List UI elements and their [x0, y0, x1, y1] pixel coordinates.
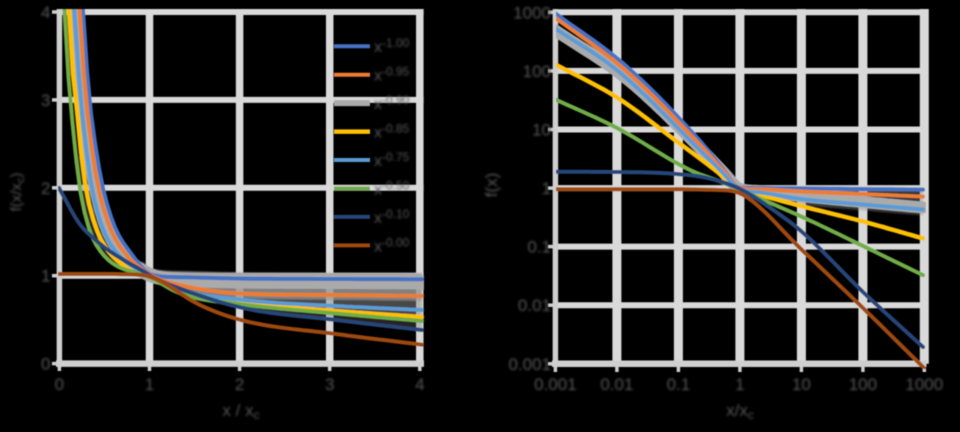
- svg-text:0.001: 0.001: [508, 355, 551, 374]
- svg-text:1: 1: [542, 179, 551, 198]
- svg-text:3: 3: [325, 375, 334, 394]
- svg-text:3: 3: [41, 91, 50, 110]
- svg-text:4: 4: [415, 375, 424, 394]
- svg-text:10: 10: [532, 121, 551, 140]
- svg-text:100: 100: [523, 62, 551, 81]
- svg-text:f(x): f(x): [482, 173, 501, 198]
- svg-text:1: 1: [735, 375, 744, 394]
- svg-text:0.1: 0.1: [667, 375, 691, 394]
- svg-text:f(x/xc): f(x/xc): [8, 173, 27, 212]
- svg-text:4: 4: [41, 3, 50, 22]
- svg-text:0.001: 0.001: [534, 375, 577, 394]
- svg-text:0: 0: [55, 375, 64, 394]
- svg-text:2: 2: [235, 375, 244, 394]
- svg-text:0.01: 0.01: [518, 296, 551, 315]
- svg-text:0.01: 0.01: [600, 375, 633, 394]
- svg-text:1: 1: [41, 267, 50, 286]
- svg-text:0.1: 0.1: [527, 238, 551, 257]
- svg-text:0: 0: [41, 355, 50, 374]
- svg-text:x / xc: x / xc: [222, 401, 259, 422]
- svg-text:100: 100: [849, 375, 877, 394]
- svg-text:2: 2: [41, 179, 50, 198]
- svg-text:1000: 1000: [905, 375, 943, 394]
- svg-text:10: 10: [792, 375, 811, 394]
- svg-text:x/xc: x/xc: [726, 401, 754, 422]
- svg-text:1: 1: [145, 375, 154, 394]
- svg-text:1000: 1000: [513, 3, 551, 22]
